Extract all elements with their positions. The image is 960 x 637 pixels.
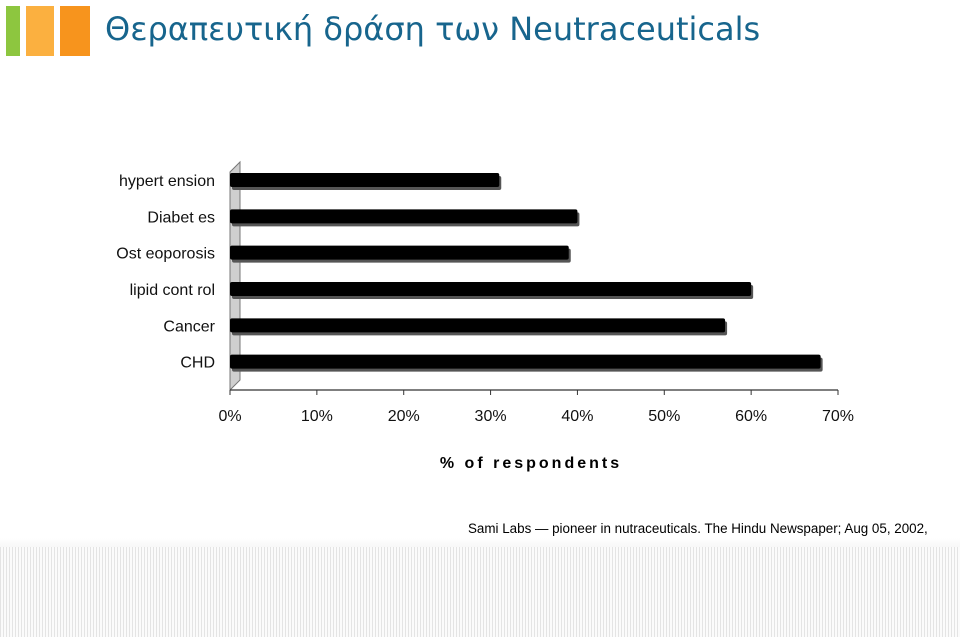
x-tick-label: 0% bbox=[218, 408, 241, 425]
logo-bar-yellow bbox=[26, 6, 54, 56]
x-tick-label: 30% bbox=[475, 408, 507, 425]
x-tick-label: 50% bbox=[648, 408, 680, 425]
chart-bars bbox=[230, 173, 823, 372]
bar-osteoporosis bbox=[230, 245, 569, 260]
logo-bar-orange bbox=[60, 6, 90, 56]
category-label: Cancer bbox=[163, 318, 215, 335]
bar-chd bbox=[230, 354, 821, 369]
source-caption: Sami Labs — pioneer in nutraceuticals. T… bbox=[468, 521, 928, 536]
x-axis-label: % of respondents bbox=[440, 455, 622, 472]
category-label: CHD bbox=[180, 355, 215, 372]
category-label: Diabet es bbox=[147, 209, 215, 226]
category-label: lipid cont rol bbox=[130, 282, 215, 299]
x-tick-label: 40% bbox=[561, 408, 593, 425]
x-tick-label: 20% bbox=[388, 408, 420, 425]
category-label: hypert ension bbox=[119, 173, 215, 190]
x-tick-label: 60% bbox=[735, 408, 767, 425]
slide-title: Θεραπευτική δράση των Neutraceuticals bbox=[105, 10, 761, 48]
bar-cancer bbox=[230, 318, 726, 333]
category-label: Ost eoporosis bbox=[116, 246, 215, 263]
bar-lipid-control bbox=[230, 282, 752, 296]
decorative-band bbox=[0, 547, 960, 637]
x-tick-label: 70% bbox=[822, 408, 854, 425]
logo-bar-green bbox=[6, 6, 20, 56]
x-tick-label: 10% bbox=[301, 408, 333, 425]
bar-hypertension bbox=[230, 173, 500, 187]
x-tick-labels: 0% 10% 20% 30% 40% 50% 60% 70% bbox=[218, 408, 854, 425]
category-labels: hypert ension Diabet es Ost eoporosis lipid… bbox=[116, 173, 215, 372]
logo bbox=[6, 6, 90, 56]
bar-diabetes bbox=[230, 209, 578, 224]
